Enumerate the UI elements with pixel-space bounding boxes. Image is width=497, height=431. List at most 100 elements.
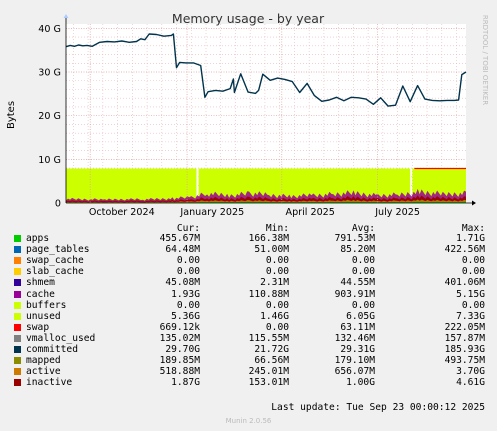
legend-avg-value: 85.20M: [340, 244, 375, 256]
legend-series-name: swap: [26, 321, 50, 333]
x-tick-label: January 2025: [179, 207, 244, 218]
legend-cur-value: 0.00: [176, 266, 200, 278]
legend-swatch: [14, 334, 21, 342]
inactive-area: [66, 195, 466, 203]
legend-swatch: [14, 357, 21, 365]
legend-min-value: 2.31M: [260, 277, 289, 289]
legend-min-value: 21.72G: [254, 344, 289, 355]
legend-cur-value: 29.70G: [165, 344, 200, 355]
legend-avg-value: 0.00: [351, 255, 375, 267]
legend-swatch: [14, 301, 21, 309]
legend-header: Cur: Min: Avg: Max:: [0, 223, 497, 234]
legend-series-name: apps: [26, 233, 50, 244]
legend-row-cache: cache 1.93G 110.88M 903.91M 5.15G: [0, 289, 497, 300]
legend-cur-value: 518.88M: [159, 366, 200, 378]
legend-series-name: page_tables: [26, 244, 90, 256]
legend-row-mapped: mapped 189.85M 66.56M 179.10M 493.75M: [0, 355, 497, 366]
legend-max-value: 493.75M: [444, 355, 485, 367]
x-tick-label: July 2025: [374, 207, 420, 218]
legend-cur-value: 5.36G: [171, 310, 200, 322]
y-tick-label: 30 G: [38, 68, 61, 79]
legend-row-buffers: buffers 0.00 0.00 0.00 0.00: [0, 300, 497, 311]
legend-max-value: 0.00: [461, 255, 485, 267]
legend-min-value: 66.56M: [254, 355, 289, 367]
legend-header-cell: Avg:: [351, 223, 375, 234]
memory-chart: 0 10 G 20 G 30 G 40 G October 2024 January 202…: [6, 11, 489, 218]
munin-version: Munin 2.0.56: [225, 417, 272, 425]
legend-series-name: inactive: [26, 377, 73, 389]
legend-row-page-tables: page_tables 64.48M 51.00M 85.20M 422.56M: [0, 244, 497, 255]
last-update: Last update: Tue Sep 23 00:00:12 2025: [271, 402, 485, 413]
legend-row-vmalloc-used: vmalloc_used 135.02M 115.55M 132.46M 157.87M: [0, 333, 497, 344]
x-tick-label: October 2024: [89, 207, 155, 218]
legend-swatch: [14, 312, 21, 320]
legend-avg-value: 29.31G: [340, 344, 375, 355]
legend-swatch: [14, 279, 21, 287]
unused-band-segment: [66, 168, 197, 203]
legend-cur-value: 64.48M: [165, 244, 200, 256]
legend-max-value: 157.87M: [444, 332, 485, 344]
legend-avg-value: 179.10M: [334, 355, 375, 367]
legend-series-name: unused: [26, 310, 61, 322]
legend-min-value: 0.00: [265, 321, 289, 333]
legend-header-cell: Min:: [265, 223, 289, 234]
legend-avg-value: 132.46M: [334, 332, 375, 344]
x-axis-arrow: [472, 200, 476, 206]
legend-cur-value: 1.93G: [171, 288, 200, 300]
chart-title: Memory usage - by year: [172, 11, 325, 26]
legend-avg-value: 1.00G: [346, 377, 375, 389]
legend-series-name: active: [26, 366, 61, 378]
legend-row-committed: committed 29.70G 21.72G 29.31G 185.93G: [0, 344, 497, 355]
y-axis-arrow: [63, 14, 69, 18]
legend-min-value: 166.38M: [248, 233, 289, 244]
y-tick-label: 0: [55, 199, 61, 210]
legend-series-name: committed: [26, 344, 78, 355]
legend-cur-value: 45.08M: [165, 277, 200, 289]
legend-cur-value: 0.00: [176, 299, 200, 311]
legend-cur-value: 0.00: [176, 255, 200, 267]
legend-max-value: 401.06M: [444, 277, 485, 289]
legend-series-name: mapped: [26, 355, 61, 367]
legend-max-value: 7.33G: [456, 310, 485, 322]
committed-line: [65, 33, 467, 107]
legend-swatch: [14, 235, 21, 242]
y-tick-label: 10 G: [38, 155, 61, 166]
legend-swatch: [14, 323, 21, 331]
legend-row-slab-cache: slab_cache 0.00 0.00 0.00 0.00: [0, 266, 497, 277]
legend-max-value: 3.70G: [456, 366, 485, 378]
legend-header-cell: Max:: [461, 223, 485, 234]
legend-max-value: 222.05M: [444, 321, 485, 333]
legend-series-name: slab_cache: [26, 266, 84, 278]
apps-area: [66, 201, 466, 203]
legend-min-value: 0.00: [265, 255, 289, 267]
y-tick-label: 40 G: [38, 24, 61, 35]
legend-swatch: [14, 257, 21, 265]
legend-row-apps: apps 455.67M 166.38M 791.53M 1.71G: [0, 233, 497, 244]
legend-avg-value: 6.05G: [346, 310, 375, 322]
legend-cur-value: 189.85M: [159, 355, 200, 367]
legend-row-inactive: inactive 1.87G 153.01M 1.00G 4.61G: [0, 377, 497, 388]
rrdtool-watermark: RRDTOOL / TOBI OETIKER: [481, 15, 489, 105]
legend-max-value: 185.93G: [444, 344, 485, 355]
legend-avg-value: 44.55M: [340, 277, 375, 289]
legend-cur-value: 135.02M: [159, 332, 200, 344]
legend-max-value: 5.15G: [456, 288, 485, 300]
legend-row-swap-cache: swap_cache 0.00 0.00 0.00 0.00: [0, 255, 497, 266]
legend-max-value: 0.00: [461, 266, 485, 278]
legend-swatch: [14, 368, 21, 376]
legend-min-value: 0.00: [265, 266, 289, 278]
legend-avg-value: 0.00: [351, 299, 375, 311]
legend-min-value: 245.01M: [248, 366, 289, 378]
legend-avg-value: 791.53M: [334, 233, 375, 244]
legend-row-swap: swap 669.12k 0.00 63.11M 222.05M: [0, 322, 497, 333]
legend-max-value: 422.56M: [444, 244, 485, 256]
legend-avg-value: 0.00: [351, 266, 375, 278]
legend-series-name: shmem: [26, 277, 55, 289]
legend-swatch: [14, 268, 21, 276]
legend-header-cell: Cur:: [176, 223, 200, 234]
y-tick-label: 20 G: [38, 111, 61, 122]
legend-min-value: 110.88M: [248, 288, 289, 300]
legend-min-value: 51.00M: [254, 244, 289, 256]
legend-series-name: buffers: [26, 299, 67, 311]
legend-row-active: active 518.88M 245.01M 656.07M 3.70G: [0, 366, 497, 377]
